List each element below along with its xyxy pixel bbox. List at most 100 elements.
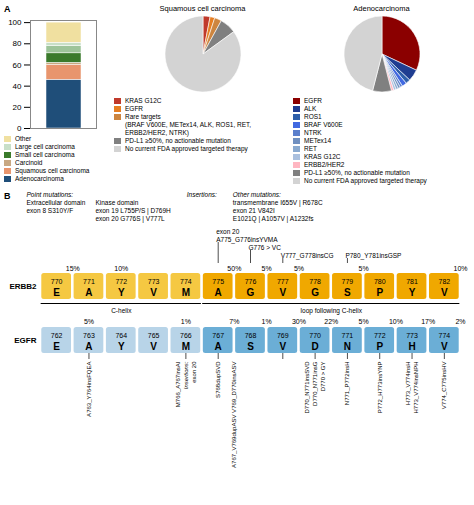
- svg-text:5%5: 5%5: [84, 318, 94, 325]
- svg-text:778: 778: [309, 278, 321, 285]
- svg-text:P: P: [376, 341, 383, 352]
- svg-text:10%10: 10%10: [389, 318, 403, 325]
- svg-text:768: 768: [245, 332, 257, 339]
- svg-text:782: 782: [439, 278, 451, 285]
- svg-text:0: 0: [17, 124, 22, 132]
- html-text:Kinase domain exon 19 L755P/S: Kinase domain exon 19 L755P/S | D769H ex…: [95, 199, 171, 222]
- svg-text:P780_Y781insGSP: P780_Y781insGSP: [345, 252, 401, 260]
- svg-text:769: 769: [277, 332, 289, 339]
- svg-text:Y: Y: [118, 287, 125, 298]
- svg-text:P: P: [376, 287, 383, 298]
- svg-text:V: V: [441, 287, 448, 298]
- svg-text:80: 80: [13, 39, 22, 48]
- svg-text:766: 766: [180, 332, 192, 339]
- svg-text:765: 765: [148, 332, 160, 339]
- svg-text:C-helix: C-helix: [111, 307, 132, 314]
- svg-text:V774_C775insHV: V774_C775insHV: [441, 362, 447, 410]
- svg-text:40: 40: [13, 82, 22, 91]
- svg-text:15%15: 15%15: [66, 265, 80, 272]
- svg-text:771: 771: [83, 278, 95, 285]
- svg-text:22%22: 22%22: [324, 318, 338, 325]
- svg-text:S: S: [247, 341, 254, 352]
- svg-text:G: G: [311, 287, 319, 298]
- svg-text:E: E: [53, 287, 60, 298]
- svg-text:P772_H773insYNP: P772_H773insYNP: [377, 362, 383, 414]
- svg-text:762: 762: [51, 332, 63, 339]
- svg-text:A763_Y764insFQEA: A763_Y764insFQEA: [86, 362, 92, 417]
- svg-text:7%7: 7%7: [229, 318, 239, 325]
- svg-text:M766_A767insAI: M766_A767insAI: [175, 361, 181, 407]
- svg-text:Y: Y: [118, 341, 125, 352]
- svg-text:H: H: [408, 341, 415, 352]
- svg-text:5%5: 5%5: [359, 265, 369, 272]
- svg-text:50%50: 50%50: [227, 265, 241, 272]
- svg-text:777: 777: [277, 278, 289, 285]
- svg-text:17%17: 17%17: [421, 318, 435, 325]
- svg-text:H773_V774insH: H773_V774insH: [405, 362, 411, 406]
- svg-text:EGFR: EGFR: [14, 336, 36, 345]
- svg-text:A: A: [215, 341, 222, 352]
- svg-text:1%1: 1%1: [181, 318, 191, 325]
- svg-text:781: 781: [406, 278, 418, 285]
- svg-text:M: M: [182, 287, 190, 298]
- svg-text:20: 20: [13, 103, 22, 112]
- svg-text:N771_P772insH: N771_P772insH: [344, 362, 350, 406]
- svg-text:A767_V769dupASV V769_D770insAS: A767_V769dupASV V769_D770insASV: [231, 362, 237, 468]
- svg-text:779: 779: [342, 278, 354, 285]
- html-text:Rare targets (BRAF V600E, METe: Rare targets (BRAF V600E, METex14, ALK, …: [125, 113, 252, 136]
- svg-text:D770_N771insG: D770_N771insG: [312, 361, 318, 406]
- svg-text:G776 > VC: G776 > VC: [249, 244, 282, 251]
- svg-text:770: 770: [309, 332, 321, 339]
- svg-text:770: 770: [51, 278, 63, 285]
- svg-text:S: S: [344, 287, 351, 298]
- svg-text:A: A: [85, 287, 92, 298]
- svg-text:5%5: 5%5: [294, 265, 304, 272]
- svg-text:V: V: [279, 287, 286, 298]
- svg-text:V: V: [150, 287, 157, 298]
- html-text:transmembrane I655V | R678C ex: transmembrane I655V | R678C exon 21 V842…: [232, 199, 323, 222]
- svg-text:H773_V774insNPH: H773_V774insNPH: [413, 362, 419, 414]
- svg-text:773: 773: [406, 332, 418, 339]
- svg-text:767: 767: [212, 332, 224, 339]
- svg-text:Y: Y: [409, 287, 416, 298]
- svg-text:10%10: 10%10: [453, 265, 467, 272]
- svg-text:772: 772: [115, 278, 127, 285]
- svg-text:A: A: [215, 287, 222, 298]
- svg-text:764: 764: [115, 332, 127, 339]
- svg-text:S768dupSVD: S768dupSVD: [215, 361, 221, 398]
- svg-text:772: 772: [374, 332, 386, 339]
- svg-text:774: 774: [439, 332, 451, 339]
- svg-text:D770 > GY: D770 > GY: [320, 362, 326, 392]
- svg-text:E: E: [53, 341, 60, 352]
- svg-text:774: 774: [180, 278, 192, 285]
- svg-text:1%1: 1%1: [262, 318, 272, 325]
- svg-text:100: 100: [8, 18, 22, 27]
- svg-text:30%30: 30%30: [292, 318, 306, 325]
- svg-text:V: V: [441, 341, 448, 352]
- svg-text:5%5: 5%5: [262, 265, 272, 272]
- svg-text:V: V: [279, 341, 286, 352]
- svg-text:10%10: 10%10: [114, 265, 128, 272]
- svg-text:V: V: [150, 341, 157, 352]
- svg-text:5%5: 5%5: [359, 318, 369, 325]
- svg-text:D770_N771insSVD: D770_N771insSVD: [304, 361, 310, 414]
- svg-text:763: 763: [83, 332, 95, 339]
- svg-text:loop following C-helix: loop following C-helix: [301, 307, 363, 315]
- svg-text:A: A: [85, 341, 92, 352]
- svg-text:N: N: [344, 341, 351, 352]
- svg-text:Insertions:: Insertions:: [183, 361, 189, 389]
- svg-text:771: 771: [342, 332, 354, 339]
- svg-text:60: 60: [13, 61, 22, 70]
- svg-text:775: 775: [212, 278, 224, 285]
- svg-text:2%2: 2%2: [455, 318, 465, 325]
- svg-text:exon 20A775_G776insYVMA: exon 20A775_G776insYVMA: [216, 228, 278, 244]
- svg-text:ERBB2: ERBB2: [9, 282, 37, 291]
- svg-text:780: 780: [374, 278, 386, 285]
- svg-text:776: 776: [245, 278, 257, 285]
- svg-text:G: G: [247, 287, 255, 298]
- svg-text:M: M: [182, 341, 190, 352]
- svg-text:D: D: [311, 341, 318, 352]
- svg-text:exon 20: exon 20: [191, 361, 197, 383]
- svg-text:773: 773: [148, 278, 160, 285]
- svg-text:V777_G778insCG: V777_G778insCG: [281, 252, 334, 260]
